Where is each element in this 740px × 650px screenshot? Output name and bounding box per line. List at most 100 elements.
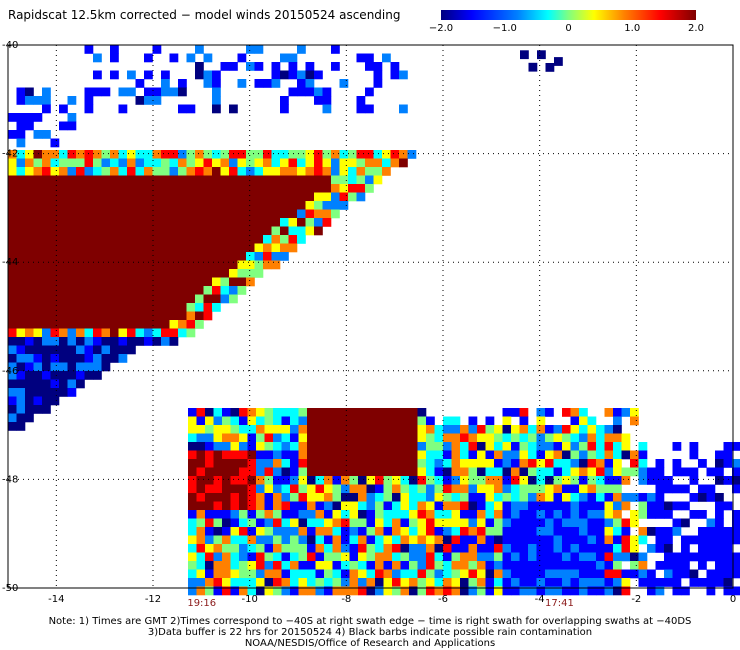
wind-cell xyxy=(331,175,340,185)
wind-cell xyxy=(307,552,316,562)
wind-cell xyxy=(161,277,170,287)
wind-cell xyxy=(298,510,308,519)
wind-cell xyxy=(59,328,68,338)
wind-cell xyxy=(246,201,255,210)
wind-cell xyxy=(230,561,240,570)
wind-cell xyxy=(545,586,554,596)
wind-cell xyxy=(485,501,495,511)
wind-cell xyxy=(212,79,221,88)
wind-cell xyxy=(502,518,512,528)
wind-cell xyxy=(16,396,26,406)
wind-cell xyxy=(144,150,153,159)
wind-cell xyxy=(25,158,34,168)
wind-cell xyxy=(373,167,383,176)
wind-cell xyxy=(562,586,571,596)
wind-cell xyxy=(254,150,264,159)
wind-cell xyxy=(67,362,77,372)
wind-cell xyxy=(332,476,342,485)
wind-cell xyxy=(152,45,162,54)
wind-cell xyxy=(706,552,716,562)
wind-cell xyxy=(161,87,170,97)
wind-cell xyxy=(536,408,546,417)
wind-cell xyxy=(392,510,401,519)
wind-cell xyxy=(604,433,614,443)
wind-cell xyxy=(392,476,401,485)
wind-cell xyxy=(655,535,665,545)
wind-cell xyxy=(144,167,153,176)
wind-cell xyxy=(477,527,486,536)
wind-cell xyxy=(25,243,34,253)
wind-cell xyxy=(169,53,179,63)
wind-cell xyxy=(237,269,247,278)
wind-cell xyxy=(400,510,410,519)
wind-cell xyxy=(613,527,622,536)
wind-cell xyxy=(664,552,673,562)
wind-cell xyxy=(511,586,520,596)
wind-cell xyxy=(230,535,240,545)
wind-cell xyxy=(212,243,221,253)
wind-cell xyxy=(715,527,724,536)
wind-cell xyxy=(689,442,699,451)
wind-cell xyxy=(715,450,724,460)
wind-cell xyxy=(460,501,469,511)
wind-cell xyxy=(349,416,359,426)
wind-cell xyxy=(383,425,393,434)
wind-cell xyxy=(390,158,400,168)
wind-cell xyxy=(76,294,85,304)
wind-cell xyxy=(186,243,196,253)
wind-cell xyxy=(519,484,529,494)
wind-cell xyxy=(613,408,622,417)
wind-cell xyxy=(50,337,60,346)
wind-cell xyxy=(477,459,486,468)
wind-cell xyxy=(596,535,605,545)
wind-cell xyxy=(135,209,145,219)
wind-cell xyxy=(264,416,274,426)
wind-cell xyxy=(477,535,486,545)
wind-cell xyxy=(358,476,367,485)
lon-tick-label: 0 xyxy=(730,594,736,605)
wind-cell xyxy=(76,345,85,355)
wind-cell xyxy=(451,501,461,511)
wind-cell xyxy=(341,416,350,426)
wind-cell xyxy=(229,286,238,295)
wind-cell xyxy=(322,150,332,159)
wind-cell xyxy=(33,150,43,159)
wind-cell xyxy=(76,277,85,287)
wind-cell xyxy=(604,561,614,570)
lon-tick-label: -12 xyxy=(145,594,161,605)
wind-cell xyxy=(630,416,639,426)
wind-cell xyxy=(110,192,119,202)
colorbar: −2.0 −1.0 0 1.0 2.0 xyxy=(429,10,704,34)
wind-cell xyxy=(273,561,282,570)
wind-cell xyxy=(169,252,179,261)
wind-cell xyxy=(16,337,26,346)
wind-cell xyxy=(273,484,282,494)
wind-cell xyxy=(638,510,648,519)
wind-cell xyxy=(110,354,119,363)
wind-cell xyxy=(434,493,444,502)
lon-tick-label: -8 xyxy=(341,594,351,605)
wind-cell xyxy=(562,569,571,579)
wind-cell xyxy=(271,209,281,219)
wind-cell xyxy=(536,442,546,451)
wind-cell xyxy=(341,493,350,502)
wind-cell xyxy=(273,552,282,562)
wind-cell xyxy=(59,371,68,380)
wind-cell xyxy=(281,561,291,570)
wind-cell xyxy=(485,442,495,451)
wind-cell xyxy=(706,518,716,528)
wind-cell xyxy=(485,476,495,485)
wind-cell xyxy=(169,337,179,346)
wind-cell xyxy=(400,493,410,502)
wind-cell xyxy=(247,544,257,553)
wind-cell xyxy=(579,484,588,494)
wind-cell xyxy=(50,150,60,159)
wind-cell xyxy=(562,450,571,460)
wind-cell xyxy=(135,260,145,270)
wind-cell xyxy=(477,501,486,511)
wind-cell xyxy=(127,235,136,244)
wind-cell xyxy=(222,467,231,477)
wind-cell xyxy=(570,442,580,451)
wind-cell xyxy=(553,450,563,460)
wind-cell xyxy=(399,70,408,80)
